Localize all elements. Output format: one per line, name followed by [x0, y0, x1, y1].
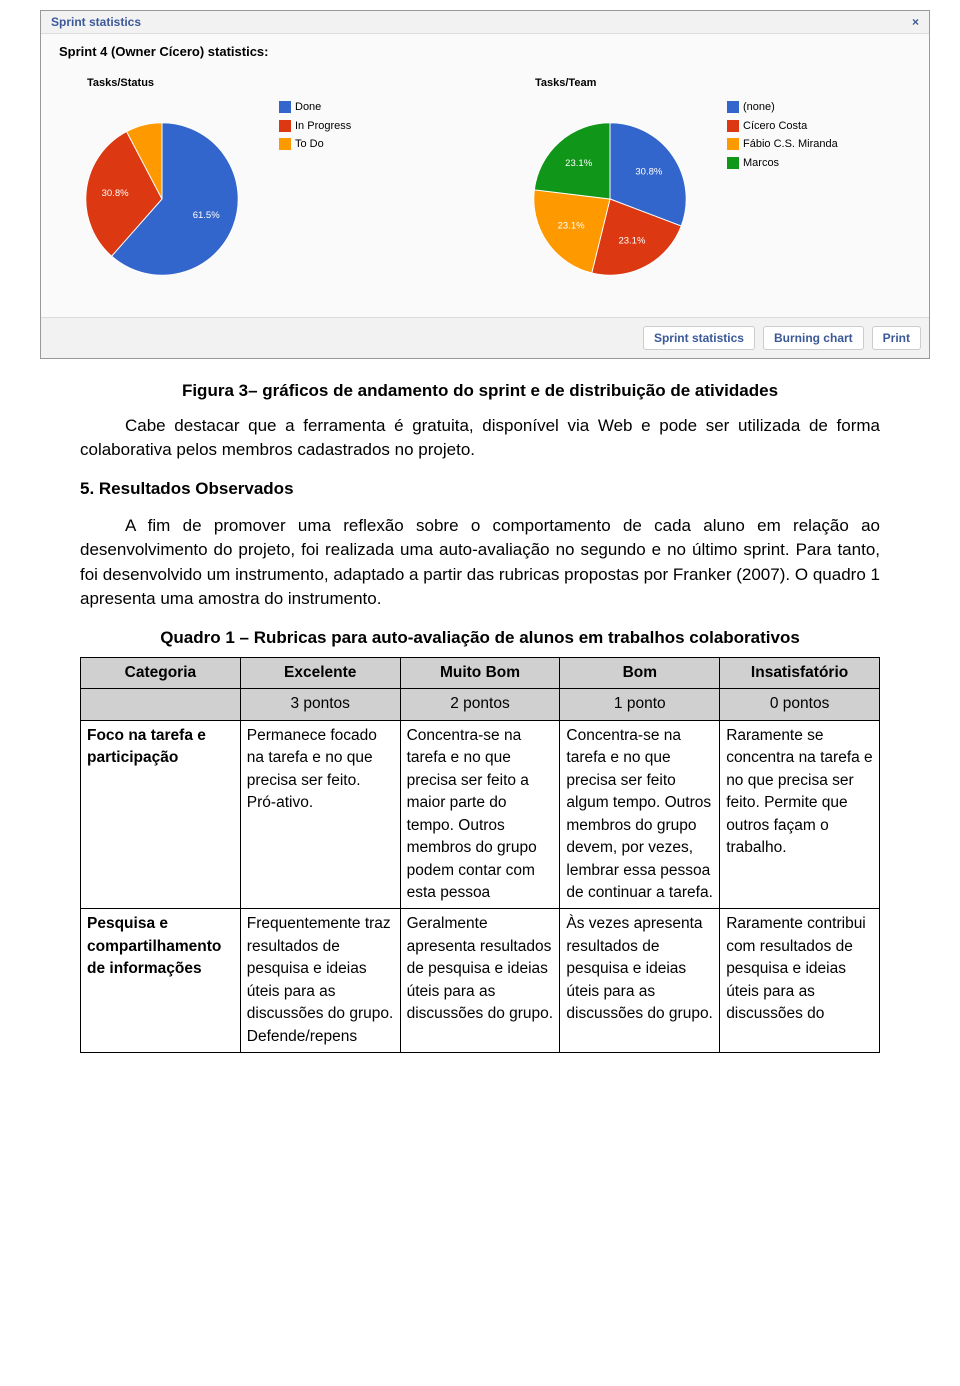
row1-c1: Permanece focado na tarefa e no que prec… — [240, 720, 400, 909]
points-1: 1 ponto — [560, 689, 720, 720]
chart-tasks-team: Tasks/Team 30.8% 23.1% 23.1% 23.1% (none) Cí… — [505, 77, 913, 299]
row1-cat: Foco na tarefa e participação — [81, 720, 241, 909]
legend-label: Done — [295, 99, 321, 116]
table-caption: Quadro 1 – Rubricas para auto-avaliação … — [80, 626, 880, 651]
legend-swatch — [727, 101, 739, 113]
row2-c1: Frequentemente traz resultados de pesqui… — [240, 909, 400, 1053]
close-icon[interactable]: × — [912, 15, 919, 29]
chart-tasks-status: Tasks/Status 61.5% 30.8% Done In ProgressT… — [57, 77, 465, 299]
points-0: 0 pontos — [720, 689, 880, 720]
btn-sprint-statistics[interactable]: Sprint statistics — [643, 326, 755, 350]
legend-label: Marcos — [743, 155, 779, 172]
table-points-row: 3 pontos 2 pontos 1 ponto 0 pontos — [81, 689, 880, 720]
rubric-table: Categoria Excelente Muito Bom Bom Insati… — [80, 657, 880, 1054]
section-heading: 5. Resultados Observados — [80, 477, 880, 502]
th-muito-bom: Muito Bom — [400, 657, 560, 688]
document-body: Figura 3– gráficos de andamento do sprin… — [0, 379, 960, 1093]
pie-slice-label: 61.5% — [193, 210, 221, 221]
legend-label: In Progress — [295, 118, 351, 135]
pie-slice-label: 30.8% — [102, 188, 130, 199]
table-row: Pesquisa e compartilhamento de informaçõ… — [81, 909, 880, 1053]
legend-swatch — [727, 120, 739, 132]
paragraph-1: Cabe destacar que a ferramenta é gratuit… — [80, 414, 880, 463]
figure-caption: Figura 3– gráficos de andamento do sprin… — [80, 379, 880, 404]
chart2-title: Tasks/Team — [535, 77, 913, 89]
th-excelente: Excelente — [240, 657, 400, 688]
pie-slice-label: 30.8% — [635, 167, 663, 178]
table-header-row: Categoria Excelente Muito Bom Bom Insati… — [81, 657, 880, 688]
legend-label: To Do — [295, 136, 324, 153]
legend-item: To Do — [279, 136, 351, 153]
legend-swatch — [279, 101, 291, 113]
row1-c3: Concentra-se na tarefa e no que precisa … — [560, 720, 720, 909]
row2-c4: Raramente contribui com resultados de pe… — [720, 909, 880, 1053]
screenshot-title: Sprint statistics — [51, 15, 141, 29]
chart2-pie: 30.8% 23.1% 23.1% 23.1% — [505, 99, 715, 299]
row1-c4: Raramente se concentra na tarefa e no qu… — [720, 720, 880, 909]
legend-swatch — [279, 120, 291, 132]
chart1-legend: Done In ProgressTo Do — [279, 99, 351, 155]
legend-swatch — [727, 157, 739, 169]
btn-print[interactable]: Print — [872, 326, 921, 350]
row2-c3: Às vezes apresenta resultados de pesquis… — [560, 909, 720, 1053]
paragraph-2: A fim de promover uma reflexão sobre o c… — [80, 514, 880, 613]
screenshot-header: Sprint statistics × — [41, 11, 929, 34]
legend-item: In Progress — [279, 118, 351, 135]
legend-label: (none) — [743, 99, 775, 116]
legend-item: Done — [279, 99, 351, 116]
legend-label: Fábio C.S. Miranda — [743, 136, 838, 153]
screenshot-panel: Sprint statistics × Sprint 4 (Owner Cíce… — [40, 10, 930, 359]
chart1-title: Tasks/Status — [87, 77, 465, 89]
legend-swatch — [727, 138, 739, 150]
screenshot-footer: Sprint statistics Burning chart Print — [41, 317, 929, 358]
row2-cat: Pesquisa e compartilhamento de informaçõ… — [81, 909, 241, 1053]
legend-item: Cícero Costa — [727, 118, 838, 135]
legend-swatch — [279, 138, 291, 150]
legend-item: (none) — [727, 99, 838, 116]
legend-item: Marcos — [727, 155, 838, 172]
row1-c2: Concentra-se na tarefa e no que precisa … — [400, 720, 560, 909]
chart1-pie: 61.5% 30.8% — [57, 99, 267, 299]
points-2: 2 pontos — [400, 689, 560, 720]
points-3: 3 pontos — [240, 689, 400, 720]
th-bom: Bom — [560, 657, 720, 688]
th-categoria: Categoria — [81, 657, 241, 688]
pie-slice-label: 23.1% — [558, 220, 586, 231]
legend-label: Cícero Costa — [743, 118, 807, 135]
legend-item: Fábio C.S. Miranda — [727, 136, 838, 153]
th-insatisfatorio: Insatisfatório — [720, 657, 880, 688]
table-row: Foco na tarefa e participação Permanece … — [81, 720, 880, 909]
row2-c2: Geralmente apresenta resultados de pesqu… — [400, 909, 560, 1053]
chart2-legend: (none) Cícero CostaFábio C.S. Miranda Marc… — [727, 99, 838, 173]
pie-slice-label: 23.1% — [565, 158, 593, 169]
charts-row: Tasks/Status 61.5%30.8% DoneIn ProgressT… — [41, 59, 929, 317]
btn-burning-chart[interactable]: Burning chart — [763, 326, 864, 350]
points-empty — [81, 689, 241, 720]
pie-slice-label: 23.1% — [618, 235, 646, 246]
screenshot-subtitle: Sprint 4 (Owner Cícero) statistics: — [41, 34, 929, 59]
